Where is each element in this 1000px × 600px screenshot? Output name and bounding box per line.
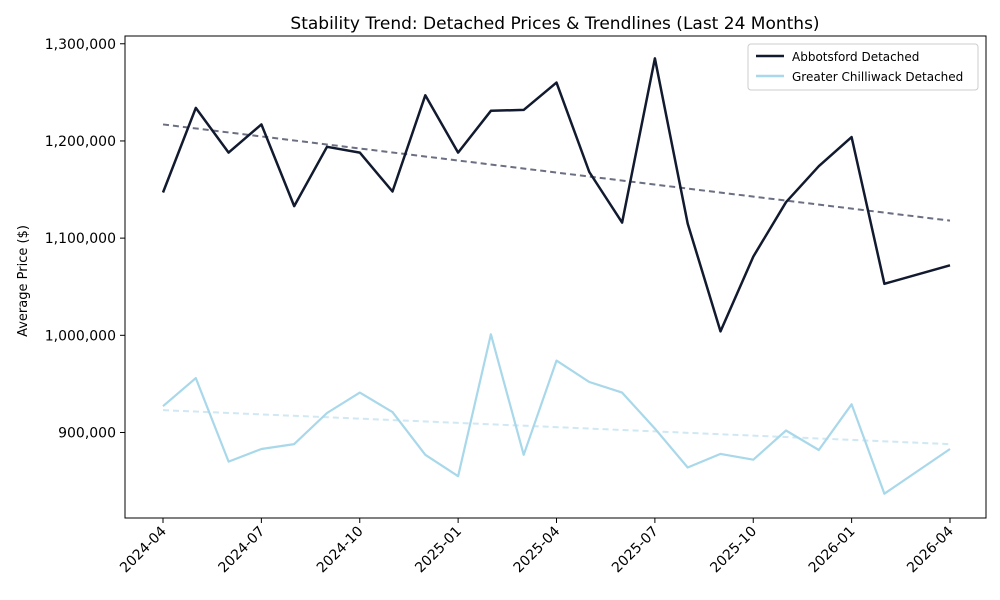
x-tick-label: 2024-10 [314,524,367,577]
legend: Abbotsford Detached Greater Chilliwack D… [747,43,979,91]
trendline-chilliwack [162,409,951,446]
chart-title: Stability Trend: Detached Prices & Trend… [290,14,819,34]
legend-label-chilliwack: Greater Chilliwack Detached [792,70,963,84]
x-tick-label: 2026-04 [904,523,957,576]
x-tick-label: 2024-07 [216,524,269,577]
x-tick-label: 2026-01 [806,524,859,577]
axes: 900,000 1,000,000 1,100,000 1,200,000 1,300,… [45,37,957,576]
x-tick-label: 2025-04 [511,523,564,576]
trendline-abbotsford [162,123,951,222]
legend-box [747,43,979,91]
series-line-chilliwack [162,333,951,495]
y-tick-label: 1,100,000 [45,231,116,247]
plot-area [161,57,951,495]
x-tick-label: 2024-04 [117,523,170,576]
y-tick-label: 900,000 [58,425,116,441]
plot-frame [124,35,987,519]
x-tick-label: 2025-01 [412,524,465,577]
series-line-abbotsford [161,57,951,333]
x-tick-label: 2025-07 [609,524,662,577]
y-axis-label: Average Price ($) [16,225,31,337]
legend-label-abbotsford: Abbotsford Detached [792,50,919,64]
x-tick-label: 2025-10 [707,524,760,577]
y-tick-label: 1,200,000 [45,134,116,150]
y-tick-label: 1,300,000 [45,37,116,53]
y-tick-label: 1,000,000 [45,328,116,344]
